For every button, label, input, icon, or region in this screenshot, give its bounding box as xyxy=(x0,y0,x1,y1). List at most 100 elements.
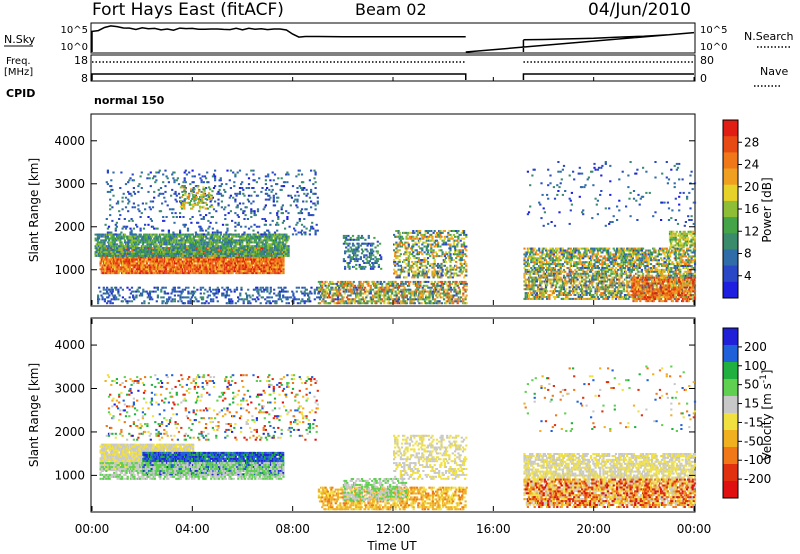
power-cell xyxy=(131,195,133,197)
power-cell xyxy=(212,289,214,291)
power-cell xyxy=(157,228,159,230)
power-cell xyxy=(190,298,192,300)
power-cell xyxy=(310,228,312,230)
power-cell xyxy=(294,199,296,201)
power-cell xyxy=(196,198,198,200)
power-cell xyxy=(168,239,170,241)
power-cell xyxy=(328,295,330,297)
power-cell xyxy=(198,190,200,192)
power-cell xyxy=(182,289,184,291)
power-cell xyxy=(264,232,266,234)
power-cell xyxy=(131,253,133,255)
power-cell xyxy=(215,264,217,266)
power-cell xyxy=(274,236,276,238)
power-cell xyxy=(270,287,272,289)
power-cell xyxy=(375,300,377,302)
power-cell xyxy=(131,243,133,245)
power-cell xyxy=(240,287,242,289)
power-cell xyxy=(276,214,278,216)
power-cell xyxy=(249,234,251,236)
power-cell xyxy=(271,249,273,251)
power-cell xyxy=(164,291,166,293)
freq-label: Freq. xyxy=(6,56,31,67)
power-cell xyxy=(152,177,154,179)
power-cell xyxy=(196,251,198,253)
power-cell xyxy=(329,293,331,295)
power-cell xyxy=(365,289,367,291)
power-cell xyxy=(256,241,258,243)
power-cell xyxy=(244,298,246,300)
power-cell xyxy=(213,255,215,257)
power-cell xyxy=(258,295,260,297)
power-cell xyxy=(252,174,254,176)
power-cell xyxy=(356,291,358,293)
power-cell xyxy=(118,266,120,268)
power-cell xyxy=(280,261,282,263)
power-cell xyxy=(329,291,331,293)
power-cell xyxy=(269,293,271,295)
power-cell xyxy=(315,172,317,174)
power-cell xyxy=(111,241,113,243)
power-cell xyxy=(319,302,321,304)
power-cell xyxy=(356,289,358,291)
power-cell xyxy=(160,241,162,243)
power-cell xyxy=(135,270,137,272)
power-cell xyxy=(198,241,200,243)
power-cell xyxy=(241,245,243,247)
power-cell xyxy=(198,243,200,245)
power-cell xyxy=(128,264,130,266)
power-cell xyxy=(114,245,116,247)
power-cell xyxy=(147,296,149,298)
power-cell xyxy=(299,302,301,304)
power-cell xyxy=(106,302,108,304)
power-cell xyxy=(115,230,117,232)
power-cell xyxy=(135,295,137,297)
power-cell xyxy=(380,291,382,293)
power-cell xyxy=(220,177,222,179)
power-cell xyxy=(104,300,106,302)
power-cell xyxy=(287,296,289,298)
power-cell xyxy=(174,255,176,257)
power-cell xyxy=(290,204,292,206)
power-cell xyxy=(210,201,212,203)
power-cell xyxy=(138,210,140,212)
power-cell xyxy=(192,170,194,172)
power-cell xyxy=(287,174,289,176)
power-cell xyxy=(280,287,282,289)
power-cell xyxy=(202,287,204,289)
power-cell xyxy=(174,245,176,247)
power-cell xyxy=(208,212,210,214)
power-cell xyxy=(132,206,134,208)
power-cell xyxy=(325,300,327,302)
power-cell xyxy=(230,249,232,251)
power-cell xyxy=(97,300,99,302)
power-cell xyxy=(207,181,209,183)
power-cell xyxy=(319,291,321,293)
power-cell xyxy=(355,296,357,298)
power-cell xyxy=(112,268,114,270)
power-cell xyxy=(185,181,187,183)
power-cell xyxy=(109,302,111,304)
power-cell xyxy=(332,300,334,302)
power-cell xyxy=(264,206,266,208)
power-cell xyxy=(134,239,136,241)
power-cell xyxy=(152,291,154,293)
power-cell xyxy=(212,216,214,218)
power-cell xyxy=(190,190,192,192)
power-cell xyxy=(163,220,165,222)
power-cell xyxy=(238,272,240,274)
power-cell xyxy=(179,197,181,199)
power-cell xyxy=(214,170,216,172)
power-cell xyxy=(184,247,186,249)
power-cell xyxy=(215,210,217,212)
power-cell xyxy=(274,232,276,234)
power-cell xyxy=(252,298,254,300)
power-cell xyxy=(310,170,312,172)
power-cell xyxy=(317,201,319,203)
power-cell xyxy=(188,196,190,198)
power-cell xyxy=(160,210,162,212)
power-cell xyxy=(267,247,269,249)
power-cell xyxy=(239,238,241,240)
power-cell xyxy=(183,204,185,206)
power-cell xyxy=(194,247,196,249)
